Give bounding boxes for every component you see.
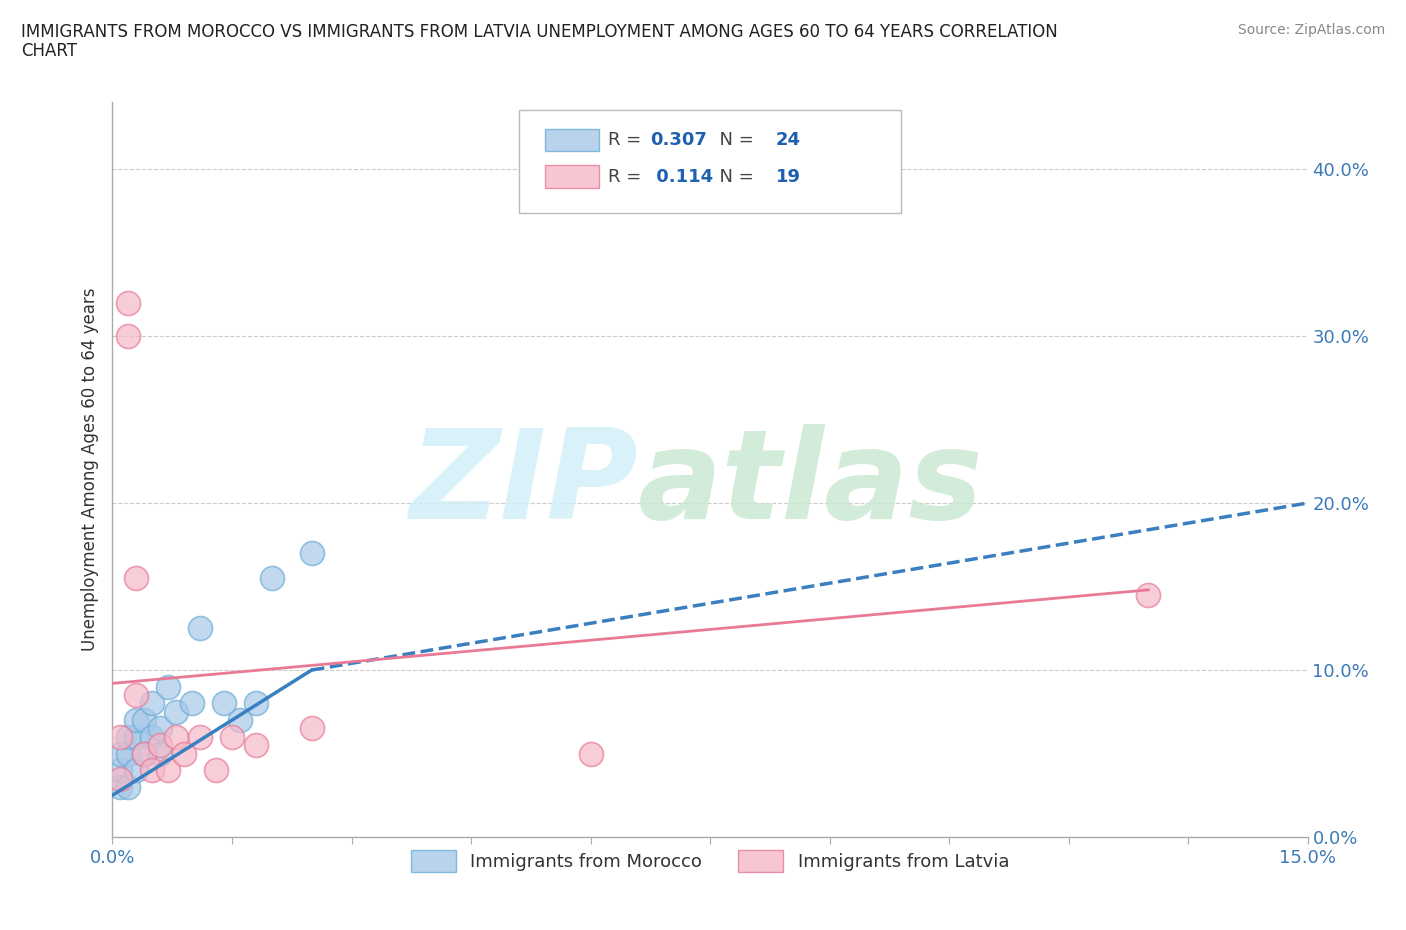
Point bbox=[1137, 588, 1160, 603]
Point bbox=[110, 771, 132, 786]
Point bbox=[221, 729, 243, 744]
Text: 0.114: 0.114 bbox=[650, 167, 713, 185]
Point bbox=[134, 746, 156, 761]
Point bbox=[117, 779, 139, 794]
Point bbox=[110, 779, 132, 794]
Point bbox=[245, 737, 267, 752]
Point bbox=[125, 729, 148, 744]
Point bbox=[117, 746, 139, 761]
Point bbox=[212, 696, 235, 711]
Point bbox=[165, 729, 187, 744]
FancyBboxPatch shape bbox=[546, 166, 599, 188]
Y-axis label: Unemployment Among Ages 60 to 64 years: Unemployment Among Ages 60 to 64 years bbox=[80, 288, 98, 651]
Legend: Immigrants from Morocco, Immigrants from Latvia: Immigrants from Morocco, Immigrants from… bbox=[404, 843, 1017, 880]
Text: atlas: atlas bbox=[638, 424, 984, 545]
Point bbox=[125, 687, 148, 702]
Text: 24: 24 bbox=[776, 131, 801, 149]
Point bbox=[301, 546, 323, 561]
Point bbox=[125, 763, 148, 777]
Text: N =: N = bbox=[707, 131, 759, 149]
Point bbox=[125, 712, 148, 727]
Text: CHART: CHART bbox=[21, 42, 77, 60]
Point bbox=[141, 696, 163, 711]
Point bbox=[149, 737, 172, 752]
Point bbox=[141, 729, 163, 744]
Point bbox=[117, 729, 139, 744]
Point bbox=[260, 571, 283, 586]
Point bbox=[301, 721, 323, 736]
Text: R =: R = bbox=[609, 167, 647, 185]
Point bbox=[157, 679, 180, 694]
Point bbox=[188, 621, 211, 636]
Point bbox=[110, 763, 132, 777]
Point bbox=[173, 746, 195, 761]
Point bbox=[157, 763, 180, 777]
Point bbox=[117, 295, 139, 310]
Point bbox=[134, 746, 156, 761]
Text: R =: R = bbox=[609, 131, 647, 149]
Point bbox=[117, 328, 139, 343]
Point bbox=[125, 571, 148, 586]
Text: ZIP: ZIP bbox=[409, 424, 638, 545]
Text: Source: ZipAtlas.com: Source: ZipAtlas.com bbox=[1237, 23, 1385, 37]
Point bbox=[229, 712, 252, 727]
Point bbox=[188, 729, 211, 744]
Point bbox=[245, 696, 267, 711]
Point bbox=[149, 746, 172, 761]
Point bbox=[149, 721, 172, 736]
Text: IMMIGRANTS FROM MOROCCO VS IMMIGRANTS FROM LATVIA UNEMPLOYMENT AMONG AGES 60 TO : IMMIGRANTS FROM MOROCCO VS IMMIGRANTS FR… bbox=[21, 23, 1057, 41]
FancyBboxPatch shape bbox=[546, 128, 599, 151]
Point bbox=[165, 704, 187, 719]
Text: N =: N = bbox=[707, 167, 759, 185]
Point bbox=[579, 746, 602, 761]
Point bbox=[110, 729, 132, 744]
Point bbox=[141, 763, 163, 777]
Text: 19: 19 bbox=[776, 167, 801, 185]
Point bbox=[110, 746, 132, 761]
Point bbox=[205, 763, 228, 777]
Point bbox=[134, 712, 156, 727]
FancyBboxPatch shape bbox=[519, 110, 901, 213]
Text: 0.307: 0.307 bbox=[650, 131, 707, 149]
Point bbox=[181, 696, 204, 711]
